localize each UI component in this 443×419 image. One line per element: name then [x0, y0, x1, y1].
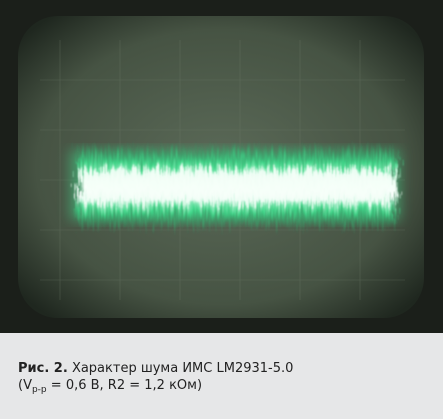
caption-text: (V	[18, 378, 32, 393]
caption-text: = 0,6 В, R2 = 1,2 кОм)	[47, 378, 202, 393]
caption-line: (Vp-p = 0,6 В, R2 = 1,2 кОм)	[18, 377, 443, 394]
figure-label: Рис. 2.	[18, 361, 68, 376]
caption-line: Рис. 2. Характер шума ИМС LM2931-5.0	[18, 360, 443, 377]
trace-core	[82, 170, 392, 202]
caption-text: Характер шума ИМС LM2931-5.0	[72, 361, 293, 376]
figure: Рис. 2. Характер шума ИМС LM2931-5.0 (Vp…	[0, 0, 443, 419]
caption: Рис. 2. Характер шума ИМС LM2931-5.0 (Vp…	[0, 333, 443, 419]
oscilloscope-photo	[0, 0, 443, 333]
caption-subscript: p-p	[32, 385, 47, 395]
